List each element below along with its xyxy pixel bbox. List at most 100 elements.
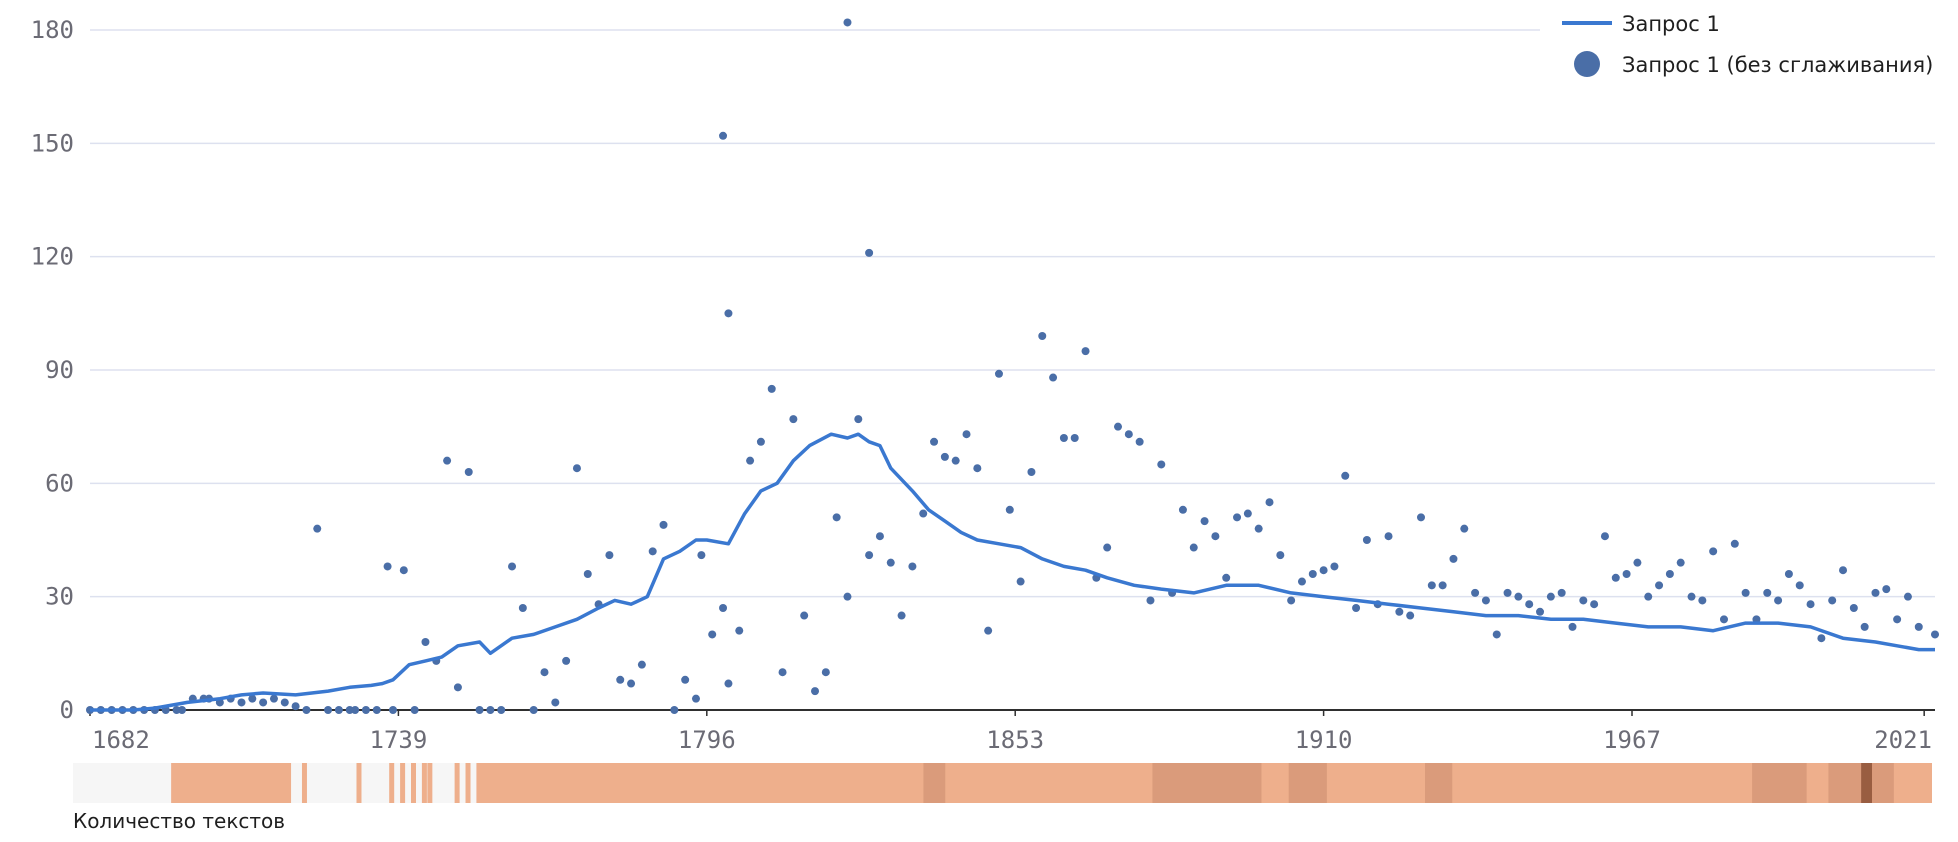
data-point <box>1005 505 1014 514</box>
data-point <box>1655 581 1664 590</box>
data-point <box>1611 573 1620 582</box>
data-point <box>1665 570 1674 578</box>
data-point <box>832 513 841 522</box>
data-point <box>1449 554 1458 563</box>
x-tick-label-1796: 1796 <box>678 726 736 754</box>
strip-block <box>171 763 292 803</box>
data-point <box>1319 566 1328 575</box>
data-point <box>875 532 884 541</box>
data-point <box>821 668 830 677</box>
data-point <box>1503 588 1512 597</box>
data-point <box>919 509 928 518</box>
data-point <box>1514 592 1523 601</box>
data-point <box>1059 434 1068 442</box>
data-point <box>562 656 571 665</box>
data-point <box>865 551 874 560</box>
data-point <box>616 675 625 684</box>
x-axis-ticks: 1682 1739 1796 1853 1910 1967 2021 <box>89 710 1932 754</box>
data-point <box>1222 573 1231 582</box>
strip-block <box>400 763 406 803</box>
strip-band <box>1288 763 1327 803</box>
data-point <box>443 456 452 465</box>
data-point <box>1719 615 1728 624</box>
data-point <box>572 464 581 473</box>
strip-block <box>411 763 416 803</box>
y-tick-label-60: 60 <box>45 469 74 497</box>
data-point <box>259 698 268 707</box>
data-point <box>1849 604 1858 612</box>
text-count-density-strip <box>73 763 1933 803</box>
data-point <box>637 660 646 669</box>
data-point <box>1903 592 1912 601</box>
legend-label-smoothed: Запрос 1 <box>1622 12 1720 36</box>
data-point <box>399 566 408 575</box>
data-point <box>280 698 289 707</box>
data-point <box>994 369 1003 378</box>
data-point <box>313 524 322 533</box>
data-point <box>551 698 560 707</box>
data-point <box>291 702 300 711</box>
data-point <box>1687 592 1696 601</box>
data-point <box>1676 558 1685 567</box>
data-point <box>746 456 755 465</box>
data-point <box>1352 604 1361 612</box>
data-point <box>940 452 949 461</box>
data-point <box>1297 577 1306 586</box>
data-point <box>1795 581 1804 590</box>
x-tick-label-1682: 1682 <box>92 726 150 754</box>
strip-band <box>923 763 946 803</box>
data-point <box>583 570 592 578</box>
data-point <box>735 626 744 635</box>
data-point <box>1016 577 1025 586</box>
data-point <box>1709 547 1718 556</box>
data-point <box>908 562 917 571</box>
data-point <box>843 18 852 27</box>
strip-block <box>427 763 433 803</box>
data-point <box>1752 615 1761 624</box>
data-point <box>1557 588 1566 597</box>
data-point <box>1579 596 1588 605</box>
data-point <box>1265 498 1274 507</box>
smoothed-line-series <box>90 432 1935 712</box>
y-tick-label-120: 120 <box>31 243 74 271</box>
data-point <box>843 592 852 601</box>
data-point <box>930 437 939 446</box>
data-point <box>1135 437 1144 446</box>
data-point <box>1384 532 1393 541</box>
data-point <box>334 706 343 714</box>
data-point <box>1157 460 1166 469</box>
data-point <box>1774 596 1783 605</box>
data-point <box>1622 570 1631 578</box>
y-axis-ticks: 0 30 60 90 120 150 180 <box>31 16 74 724</box>
data-point <box>1730 539 1739 548</box>
data-point <box>475 706 484 714</box>
data-point <box>973 464 982 473</box>
data-point <box>1817 634 1826 643</box>
data-point <box>1287 596 1296 605</box>
data-point <box>691 694 700 703</box>
data-point <box>248 694 257 703</box>
data-point <box>421 638 430 646</box>
data-point <box>1276 551 1285 560</box>
strip-block <box>421 763 427 803</box>
data-point <box>361 706 370 714</box>
data-point <box>719 131 728 140</box>
data-point <box>1178 505 1187 514</box>
data-point <box>1882 585 1891 594</box>
data-point <box>1633 558 1642 567</box>
data-point <box>1871 588 1880 597</box>
data-point <box>269 694 278 703</box>
data-point <box>627 679 636 688</box>
data-point <box>1741 588 1750 597</box>
data-point <box>1698 596 1707 605</box>
data-point <box>1362 536 1371 544</box>
data-point <box>756 437 765 446</box>
data-point <box>724 679 733 688</box>
data-point <box>1763 588 1772 597</box>
data-point <box>1481 596 1490 605</box>
data-point <box>1427 581 1436 590</box>
data-point <box>1146 596 1155 605</box>
y-tick-label-180: 180 <box>31 16 74 44</box>
data-point <box>1070 434 1079 442</box>
y-tick-label-0: 0 <box>60 696 74 724</box>
